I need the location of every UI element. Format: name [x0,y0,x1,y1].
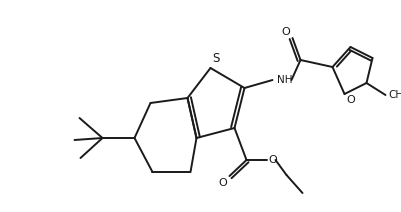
Text: O: O [281,27,290,37]
Text: NH: NH [277,75,292,85]
Text: O: O [346,95,354,105]
Text: O: O [268,155,277,165]
Text: CH₃: CH₃ [387,90,401,100]
Text: S: S [212,52,219,65]
Text: O: O [218,178,227,188]
